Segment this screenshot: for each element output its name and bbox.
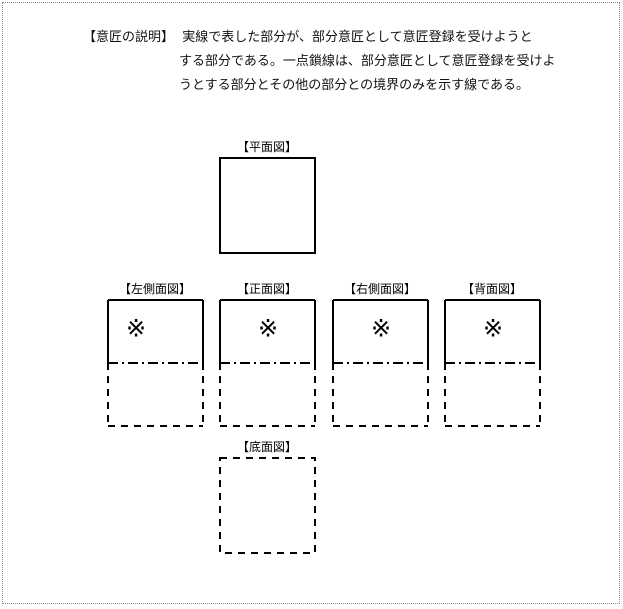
front-view-mark: ※ <box>258 317 278 343</box>
left-view-mark: ※ <box>126 317 146 343</box>
right-view-mark: ※ <box>371 317 391 343</box>
left-view-label: 【左側面図】 <box>119 281 191 296</box>
plan-view-label: 【平面図】 <box>237 140 297 154</box>
back-view-mark: ※ <box>483 317 503 343</box>
right-view: ※ <box>333 300 428 426</box>
front-view: ※ <box>220 300 315 426</box>
page-frame: 【意匠の説明】 実線で表した部分が、部分意匠として意匠登録を受けようと する部分… <box>2 2 620 604</box>
left-view: ※ <box>108 300 203 426</box>
bottom-view-box <box>220 458 315 553</box>
six-view-diagram: 【平面図】 【左側面図】 【正面図】 【右側面図】 【背面図】 ※ <box>3 3 621 605</box>
back-view: ※ <box>445 300 540 426</box>
back-view-label: 【背面図】 <box>462 282 522 296</box>
front-view-label: 【正面図】 <box>237 282 297 296</box>
right-view-label: 【右側面図】 <box>344 281 416 296</box>
plan-view-box <box>220 158 315 253</box>
bottom-view-label: 【底面図】 <box>237 439 297 454</box>
